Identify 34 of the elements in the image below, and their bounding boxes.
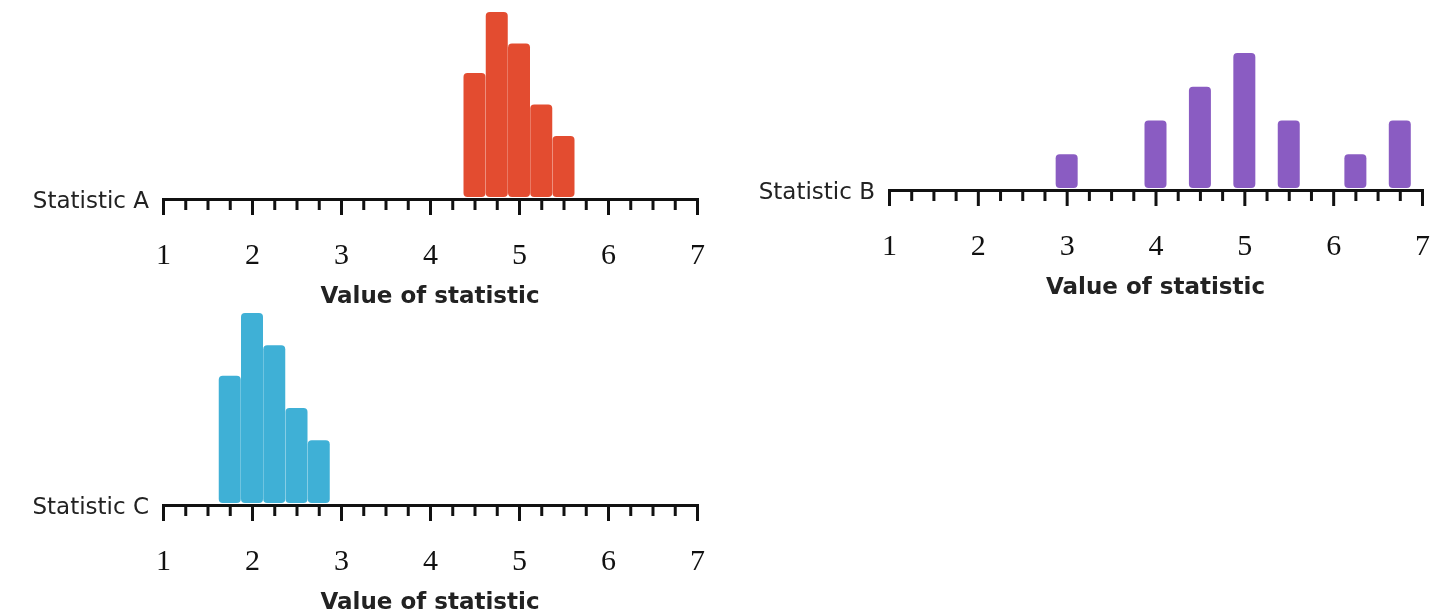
x-tick-label: 3 [1059, 228, 1075, 262]
x-tick-label: 3 [334, 543, 349, 577]
bar [1144, 120, 1167, 188]
x-axis-title: Value of statistic [1045, 273, 1266, 299]
x-tick-label: 4 [1148, 228, 1164, 262]
bar [1277, 120, 1300, 188]
x-tick-label: 2 [245, 543, 260, 577]
x-tick-label: 6 [601, 237, 616, 271]
y-axis-title: Statistic C [32, 493, 149, 519]
x-tick-label: 7 [1415, 228, 1430, 262]
x-tick-label: 1 [156, 543, 171, 577]
x-tick-label: 2 [245, 237, 260, 271]
x-tick-label: 6 [601, 543, 616, 577]
x-tick-label: 6 [1326, 228, 1342, 262]
x-tick-label: 4 [423, 543, 438, 577]
x-axis-title: Value of statistic [320, 282, 540, 308]
x-tick-label: 3 [334, 237, 349, 271]
y-axis-title: Statistic B [758, 178, 875, 204]
x-tick-label: 2 [970, 228, 986, 262]
x-tick-label: 7 [690, 237, 705, 271]
x-tick-label: 1 [882, 228, 897, 262]
bar [1344, 154, 1367, 188]
bar [1233, 53, 1256, 188]
x-tick-label: 5 [512, 543, 527, 577]
bar [1188, 86, 1211, 188]
x-tick-label: 5 [512, 237, 527, 271]
bar [1055, 154, 1078, 188]
x-tick-label: 7 [690, 543, 705, 577]
y-axis-title: Statistic A [32, 187, 150, 213]
bar [1388, 120, 1411, 188]
x-tick-label: 5 [1237, 228, 1253, 262]
x-tick-label: 1 [156, 237, 171, 271]
x-tick-label: 4 [423, 237, 438, 271]
x-axis-title: Value of statistic [320, 588, 540, 613]
